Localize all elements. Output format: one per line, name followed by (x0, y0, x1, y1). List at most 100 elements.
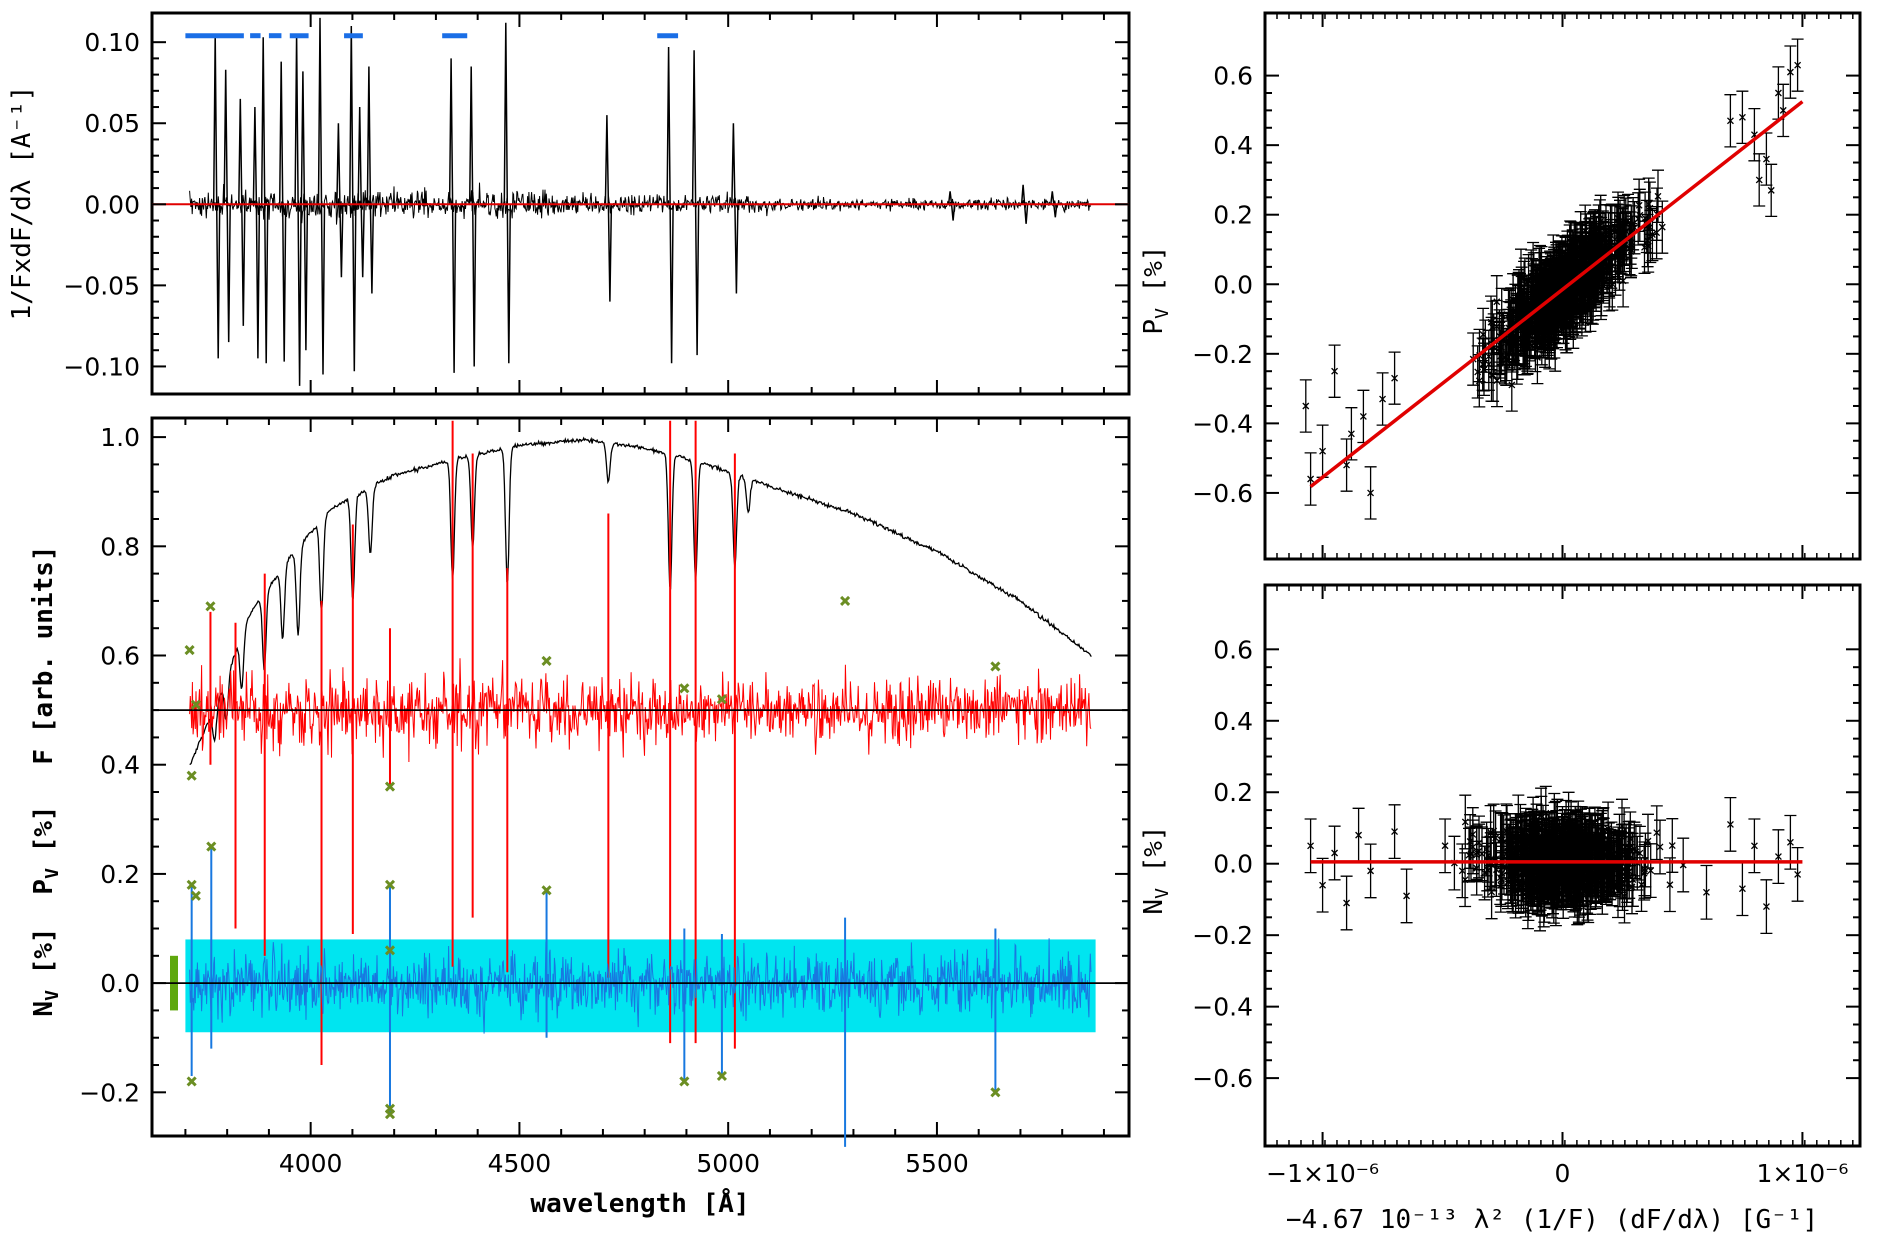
nv-regression-data-point (1328, 825, 1341, 881)
spectrum-ytick-label: 0.6 (100, 642, 140, 671)
nv-regression-data-point (1505, 831, 1518, 887)
nv-regression-ytick-label: −0.6 (1192, 1064, 1253, 1093)
nv-regression-data-point (1619, 844, 1632, 900)
pv-regression-data-point (1600, 239, 1613, 294)
nv-regression-data-point (1556, 828, 1569, 884)
pv-regression-ytick-label: −0.4 (1192, 409, 1253, 438)
pv-regression-data-point (1507, 309, 1520, 364)
nv-regression-data-point (1480, 821, 1493, 877)
nv-regression-data-point (1531, 852, 1544, 907)
flux-y-axis-label: F [arb. units] (29, 545, 59, 764)
nv-outlier-marker (186, 1076, 197, 1087)
pv-regression-data-point (1638, 220, 1651, 275)
pv-regression-data-point (1491, 353, 1503, 408)
pv-regression-data-point (1574, 242, 1587, 296)
pv-regression-data-point (1628, 200, 1641, 255)
pv-outlier-marker (840, 595, 851, 606)
pv-outlier-marker (990, 661, 1001, 672)
nv-regression-data-point (1459, 852, 1472, 908)
nv-regression-data-point (1439, 818, 1452, 874)
pv-outlier-marker (184, 644, 195, 656)
pv-outlier-marker (205, 601, 216, 612)
derivative-ytick-label: 0.05 (84, 109, 140, 138)
pv-regression-ytick-label: 0.2 (1213, 201, 1253, 230)
nv-regression-data-point (1464, 814, 1477, 869)
pv-regression-data-point (1791, 38, 1804, 92)
nv-regression-data-point (1562, 819, 1575, 875)
pv-regression-data-point (1549, 270, 1562, 324)
nv-regression-xtick-label: 1×10⁻⁶ (1756, 1159, 1848, 1188)
nv-regression-ytick-label: −0.4 (1192, 993, 1253, 1022)
nv-regression-data-point (1642, 813, 1654, 869)
pv-regression-data-point (1571, 260, 1584, 314)
nv-regression-data-point (1700, 864, 1713, 920)
pv-regression-data-point (1340, 438, 1353, 492)
pv-regression-axes: −0.6 −0.4 −0.2 0.0 0.2 0.4 0.6 (1192, 13, 1860, 559)
pv-regression-data-point (1512, 285, 1525, 339)
nv-noise-band (185, 939, 1096, 1033)
nv-regression-data-point (1570, 824, 1583, 880)
pv-regression-data-point (1581, 235, 1594, 290)
pv-regression-data-point (1753, 153, 1766, 207)
pv-regression-data-point (1622, 193, 1634, 248)
spectrum-xtick-label: 4500 (488, 1149, 552, 1178)
derivative-line-spike (336, 123, 344, 278)
nv-regression-data-point (1512, 858, 1525, 914)
nv-outlier-marker (384, 945, 396, 956)
pv-regression-data-point (1304, 452, 1317, 506)
nv-outlier-marker (206, 841, 217, 852)
pv-regression-fit-line (1309, 100, 1804, 489)
pv-regression-data-point (1533, 273, 1546, 327)
pv-regression-data-point (1592, 227, 1605, 281)
pv-regression-data-point (1526, 274, 1538, 329)
nv-outlier-marker (384, 879, 396, 890)
nv-regression-data-point (1748, 818, 1761, 874)
nv-regression-data-point (1481, 836, 1494, 892)
spectrum-panel: −0.2 0.0 0.2 0.4 0.6 0.8 1.0 4000 4500 5000 5500 w… (29, 416, 1131, 1219)
nv-regression-data-point (1571, 870, 1584, 926)
nv-regression-xtick-label: −1×10⁻⁶ (1266, 1159, 1379, 1188)
derivative-line-spike (357, 107, 365, 278)
spectrum-x-axis-label: wavelength [Å] (530, 1187, 749, 1219)
derivative-y-axis-label: 1/FxdF/dλ [A⁻¹] (7, 86, 37, 321)
nv-regression-data-point (1598, 842, 1611, 897)
nv-regression-data-point (1530, 803, 1543, 859)
pv-regression-data-point (1364, 466, 1377, 520)
pv-outlier-marker (384, 781, 396, 792)
nv-regression-data-point (1576, 829, 1589, 885)
pv-regression-data-point (1784, 45, 1797, 99)
nv-regression-data-point (1473, 823, 1486, 879)
nv-regression-data-point (1548, 816, 1561, 872)
nv-outlier-marker (190, 890, 201, 901)
derivative-ytick-label: −0.05 (63, 271, 140, 300)
pv-regression-data-point (1544, 253, 1557, 307)
nv-regression-ytick-label: −0.2 (1192, 921, 1253, 950)
pv-regression-data-point (1540, 270, 1553, 324)
pv-regression-data-point (1535, 311, 1548, 366)
nv-regression-data-point (1666, 818, 1679, 873)
pv-regression-data-point (1777, 83, 1790, 138)
derivative-line-spike (731, 123, 739, 294)
nv-regression-data-point (1470, 840, 1483, 896)
pv-regression-data-point (1548, 248, 1560, 303)
nv-regression-data-point (1663, 857, 1676, 913)
derivative-line-spike (300, 71, 309, 351)
nv-regression-data-point (1600, 848, 1613, 904)
pv-regression-data-point (1376, 372, 1389, 426)
pv-regression-y-axis-label: PV [%] (1139, 245, 1173, 334)
nv-regression-data-point (1589, 838, 1602, 894)
pv-regression-data-point (1539, 283, 1552, 338)
pv-y-axis-label: PV [%] (29, 805, 63, 894)
pv-regression-data-point (1477, 338, 1490, 392)
pv-regression-data-point (1518, 279, 1531, 333)
pv-regression-panel: −0.6 −0.4 −0.2 0.0 0.2 0.4 0.6 PV [%] (1139, 11, 1862, 561)
nv-regression-ytick-label: 0.4 (1213, 707, 1253, 736)
pv-regression-data-point (1625, 205, 1638, 259)
nv-regression-data-point (1622, 836, 1635, 892)
derivative-ytick-label: 0.10 (84, 28, 140, 57)
nv-regression-data-point (1594, 829, 1607, 885)
flux-spectrum-line (189, 436, 1092, 766)
pv-regression-data-point (1765, 163, 1778, 218)
nv-outlier-marker (990, 1087, 1001, 1098)
nv-regression-series (1304, 785, 1804, 935)
